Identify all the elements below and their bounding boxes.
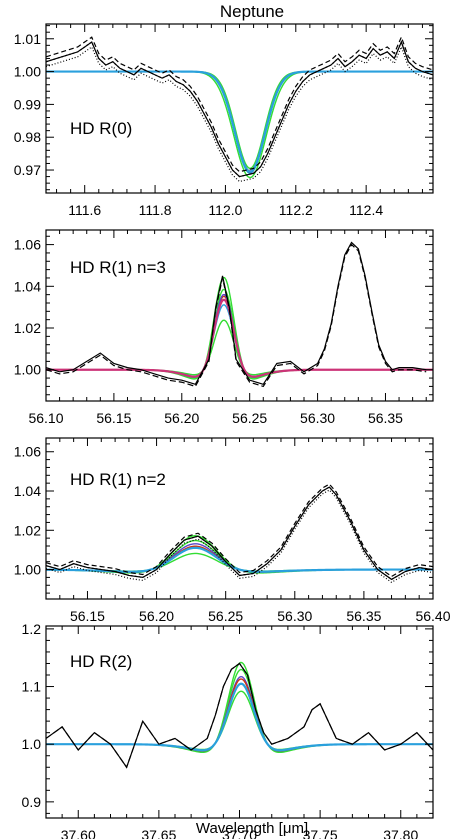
observed-line-4 bbox=[46, 489, 433, 584]
observed-spectrum bbox=[46, 241, 427, 388]
x-tick-label: 56.15 bbox=[96, 410, 131, 426]
x-tick-label: 56.20 bbox=[139, 608, 174, 624]
figure-title: Neptune bbox=[220, 2, 284, 21]
x-tick-label: 112.0 bbox=[208, 202, 242, 218]
x-tick-label: 112.2 bbox=[279, 202, 313, 218]
y-tick-label: 1.04 bbox=[14, 278, 41, 294]
x-tick-label: 37.80 bbox=[383, 827, 418, 839]
panel-label: HD R(0) bbox=[70, 119, 132, 138]
model-curve-purple bbox=[46, 543, 433, 573]
panel-label: HD R(2) bbox=[70, 652, 132, 671]
x-tick-label: 112.4 bbox=[349, 202, 383, 218]
panel-label: HD R(1) n=2 bbox=[70, 470, 166, 489]
model-curve-blue_light bbox=[46, 70, 433, 173]
model-curve-green bbox=[46, 539, 433, 574]
model-curve-green bbox=[46, 690, 433, 751]
panel-4: 37.60 37.65 37.70 37.75 37.80 0.9 1.0 1.1 1.2 HD … bbox=[22, 621, 434, 839]
panel-label: HD R(1) n=3 bbox=[70, 258, 166, 277]
y-tick-label: 1.01 bbox=[14, 31, 41, 47]
y-tick-label: 1.0 bbox=[22, 736, 42, 752]
y-tick-label: 1.1 bbox=[22, 679, 42, 695]
x-tick-label: 56.25 bbox=[208, 608, 243, 624]
y-tick-label: 1.00 bbox=[14, 562, 41, 578]
y-tick-label: 1.2 bbox=[22, 621, 42, 637]
x-tick-label: 37.70 bbox=[222, 827, 257, 839]
x-tick-label: 37.75 bbox=[303, 827, 338, 839]
x-tick-label: 37.65 bbox=[141, 827, 176, 839]
x-tick-label: 56.10 bbox=[28, 410, 63, 426]
y-tick-label: 1.06 bbox=[14, 237, 41, 253]
x-tick-label: 37.60 bbox=[61, 827, 96, 839]
x-tick-label: 111.6 bbox=[68, 202, 101, 218]
x-tick-label: 56.35 bbox=[346, 608, 381, 624]
observed-line-3 bbox=[46, 486, 433, 581]
y-tick-label: 1.06 bbox=[14, 444, 41, 460]
model-curves bbox=[46, 276, 433, 380]
y-tick-label: 1.02 bbox=[14, 320, 41, 336]
x-tick-label: 56.30 bbox=[277, 608, 312, 624]
y-tick-label: 1.04 bbox=[14, 483, 41, 499]
panel-2: 56.10 56.15 56.20 56.25 56.30 56.35 1.00 1.02 1.… bbox=[14, 229, 434, 426]
observed-spectrum bbox=[46, 662, 433, 769]
y-tick-label: 0.97 bbox=[14, 162, 41, 178]
y-tick-label: 1.02 bbox=[14, 522, 41, 538]
panel-1: 111.6 111.8 112.0 112.2 112.4 0.97 0.98 0.99 1.0… bbox=[14, 23, 434, 218]
plot-frame bbox=[45, 229, 434, 402]
y-tick-label: 0.98 bbox=[14, 129, 41, 145]
plot-frame bbox=[45, 23, 434, 194]
observed-spectrum bbox=[46, 35, 433, 183]
panel-3: 56.15 56.20 56.25 56.30 56.35 56.40 1.00 1.02 1.… bbox=[14, 437, 451, 624]
x-axis-label: Wavelength [μm] bbox=[196, 820, 308, 837]
model-curve-magenta bbox=[46, 298, 433, 378]
x-tick-label: 56.25 bbox=[232, 410, 267, 426]
observed-line-4 bbox=[46, 45, 433, 183]
model-curve-red bbox=[46, 545, 433, 573]
observed-spectrum bbox=[46, 483, 433, 584]
y-tick-label: 1.00 bbox=[14, 362, 41, 378]
y-tick-label: 0.9 bbox=[22, 794, 42, 810]
y-tick-label: 1.00 bbox=[14, 64, 41, 80]
x-tick-label: 56.40 bbox=[415, 608, 450, 624]
observed-line-2 bbox=[46, 662, 433, 769]
x-tick-label: 56.35 bbox=[368, 410, 403, 426]
observed-line-2 bbox=[46, 483, 433, 578]
x-tick-label: 111.8 bbox=[139, 202, 172, 218]
x-tick-label: 56.20 bbox=[164, 410, 199, 426]
x-tick-label: 56.15 bbox=[70, 608, 105, 624]
observed-line-3 bbox=[46, 40, 433, 178]
model-curves bbox=[46, 70, 433, 179]
panels: 111.6 111.8 112.0 112.2 112.4 0.97 0.98 0.99 1.0… bbox=[14, 23, 451, 839]
observed-line-2 bbox=[46, 243, 427, 388]
y-tick-label: 0.99 bbox=[14, 96, 41, 112]
observed-line-2 bbox=[46, 35, 433, 173]
x-tick-label: 56.30 bbox=[300, 410, 335, 426]
model-curve-blue_light bbox=[46, 546, 433, 573]
